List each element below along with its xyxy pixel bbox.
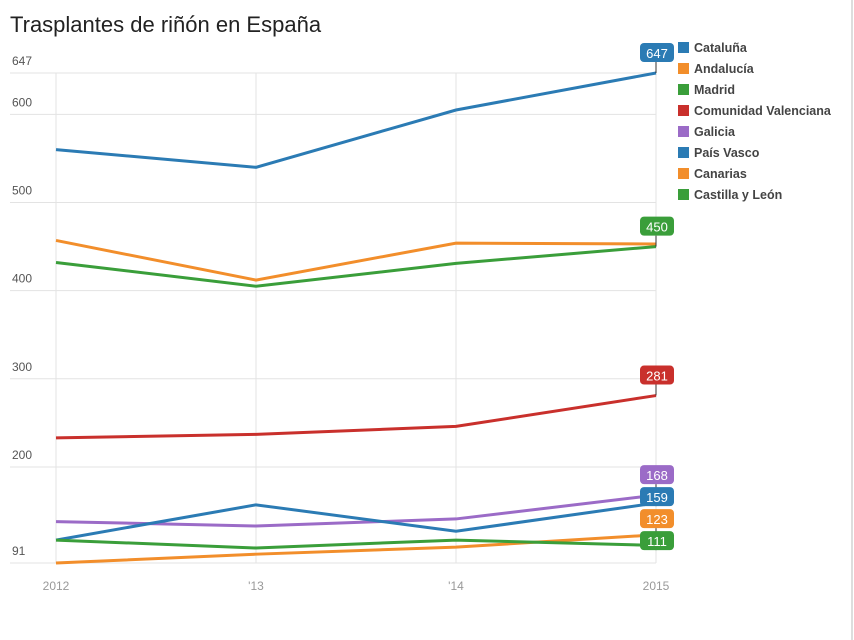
legend-label: Castilla y León: [694, 188, 782, 202]
end-label-6: 123: [640, 509, 674, 535]
series-line-6: [55, 533, 657, 565]
legend-item-4: Galicia: [678, 125, 736, 139]
legend-swatch: [678, 147, 689, 158]
legend-item-0: Cataluña: [678, 41, 748, 55]
y-tick-label: 200: [12, 448, 32, 462]
legend-item-5: País Vasco: [678, 146, 760, 160]
end-label-3: 281: [640, 365, 674, 396]
series-line-7: [55, 538, 657, 550]
legend-label: País Vasco: [694, 146, 760, 160]
x-tick-label: 2015: [643, 579, 670, 593]
label-box: [640, 509, 674, 529]
label-box: [640, 487, 674, 507]
legend-swatch: [678, 84, 689, 95]
legend-swatch: [678, 126, 689, 137]
legend-item-7: Castilla y León: [678, 188, 782, 202]
label-box: [640, 43, 674, 62]
end-label-0: 647: [640, 43, 674, 73]
legend-label: Andalucía: [694, 62, 755, 76]
legend-item-6: Canarias: [678, 167, 747, 181]
label-text: 123: [646, 512, 668, 527]
end-label-7: 111: [640, 531, 674, 551]
y-tick-label: 91: [12, 544, 26, 558]
legend-label: Cataluña: [694, 41, 748, 55]
label-text: 168: [646, 468, 668, 483]
legend-swatch: [678, 105, 689, 116]
end-label-2: 450: [640, 216, 674, 247]
series-line-4: [55, 493, 657, 528]
label-text: 647: [646, 46, 668, 61]
series-line-2: [55, 245, 657, 288]
legend-item-3: Comunidad Valenciana: [678, 104, 832, 118]
x-tick-label: '13: [248, 579, 264, 593]
label-text: 450: [646, 220, 668, 235]
label-box: [640, 216, 674, 236]
x-tick-label: 2012: [43, 579, 70, 593]
right-border: [851, 0, 853, 640]
label-box: [640, 465, 674, 485]
label-text: 111: [647, 534, 667, 549]
series-line-3: [55, 394, 657, 440]
end-label-4: 168: [640, 465, 674, 496]
label-text: 281: [646, 369, 668, 384]
legend-label: Comunidad Valenciana: [694, 104, 832, 118]
y-tick-label: 300: [12, 360, 32, 374]
legend-swatch: [678, 42, 689, 53]
legend-swatch: [678, 189, 689, 200]
y-tick-label: 500: [12, 184, 32, 198]
legend-item-1: Andalucía: [678, 62, 755, 76]
legend-label: Galicia: [694, 125, 736, 139]
chart-title: Trasplantes de riñón en España: [10, 12, 322, 37]
y-tick-label: 647: [12, 54, 32, 68]
series-line-5: [55, 501, 657, 542]
legend-label: Canarias: [694, 167, 747, 181]
end-label-5: 159: [640, 487, 674, 507]
series-line-0: [55, 71, 657, 169]
label-box: [640, 531, 674, 551]
y-tick-label: 400: [12, 272, 32, 286]
label-text: 159: [646, 490, 668, 505]
label-box: [640, 365, 674, 385]
y-tick-label: 600: [12, 95, 32, 109]
x-tick-label: '14: [448, 579, 464, 593]
series-line-1: [55, 238, 657, 282]
legend-item-2: Madrid: [678, 83, 735, 97]
legend-swatch: [678, 63, 689, 74]
legend-label: Madrid: [694, 83, 735, 97]
legend-swatch: [678, 168, 689, 179]
